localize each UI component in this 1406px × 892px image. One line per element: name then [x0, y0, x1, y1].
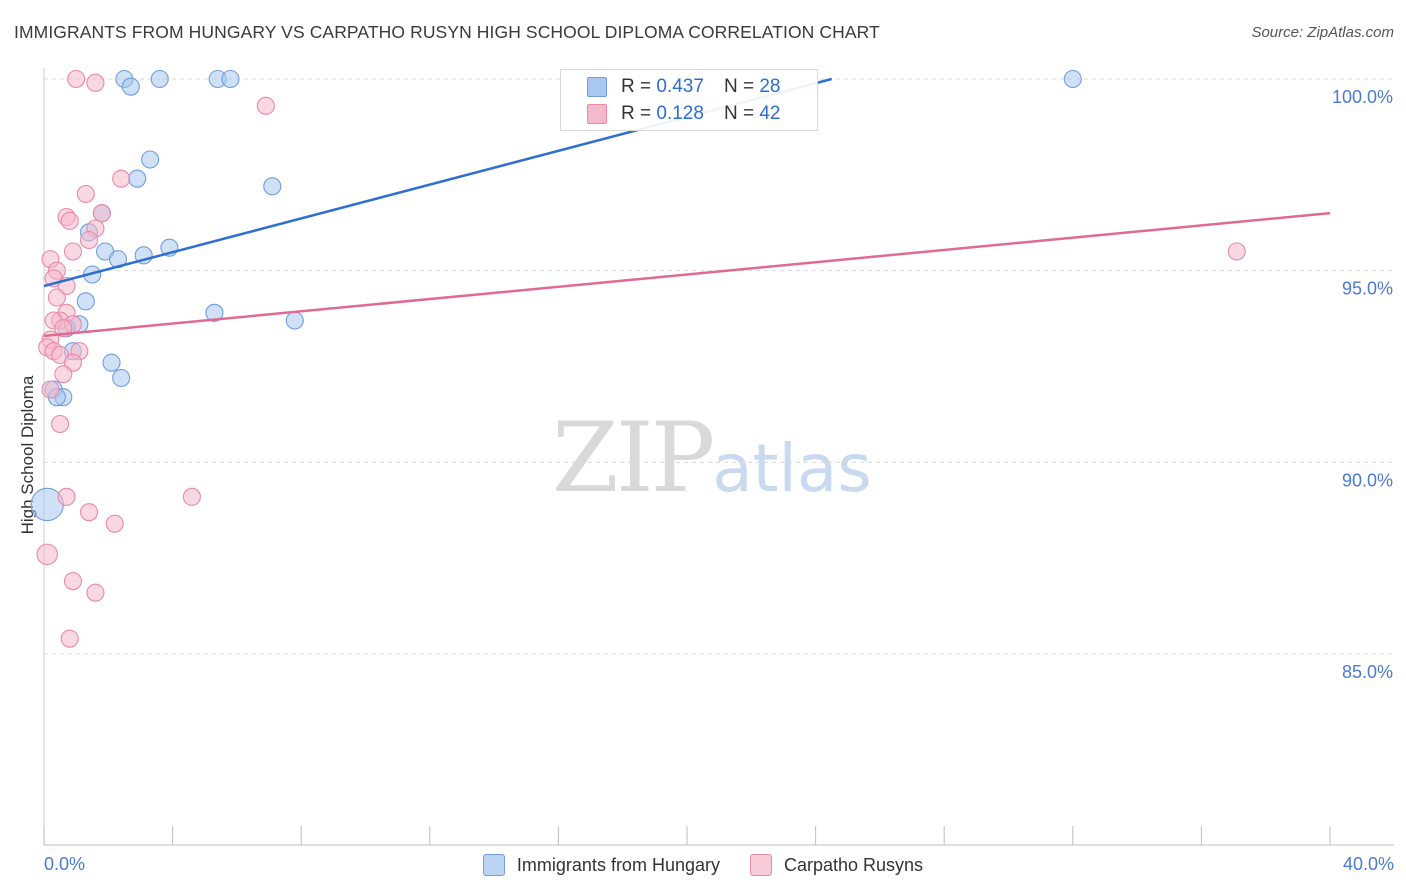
point-rusyn: [256, 96, 275, 115]
chart-title: IMMIGRANTS FROM HUNGARY VS CARPATHO RUSY…: [14, 22, 880, 42]
legend-swatch-blue: [587, 77, 607, 97]
series-legend-label-rusyn: Carpatho Rusyns: [783, 854, 924, 875]
point-hungary: [141, 150, 160, 169]
point-hungary: [150, 69, 169, 89]
legend-r-label: R =: [621, 76, 652, 97]
y-tick-label: 95.0%: [1342, 279, 1393, 299]
point-hungary: [121, 77, 140, 96]
point-rusyn: [1227, 242, 1246, 261]
legend-r-label: R =: [621, 103, 652, 124]
point-hungary: [1063, 69, 1082, 89]
x-tick-label: 0.0%: [44, 854, 85, 874]
correlation-legend: R = 0.437 N = 28 R = 0.128 N = 42: [560, 69, 818, 131]
trendline-rusyn: [43, 211, 1331, 338]
series-legend-label-hungary: Immigrants from Hungary: [516, 854, 720, 875]
point-hungary: [112, 368, 131, 388]
point-hungary: [263, 177, 282, 196]
point-rusyn: [51, 414, 70, 434]
point-rusyn: [112, 169, 131, 188]
point-rusyn: [60, 211, 79, 230]
point-hungary: [76, 292, 95, 311]
point-rusyn: [182, 487, 201, 506]
watermark-atlas: atlas: [712, 430, 872, 507]
point-rusyn: [57, 487, 76, 506]
y-tick-label: 85.0%: [1342, 662, 1393, 682]
point-hungary: [285, 311, 304, 330]
legend-row-hungary: R = 0.437 N = 28: [587, 75, 780, 99]
point-rusyn: [54, 365, 73, 384]
point-rusyn: [36, 543, 58, 566]
point-rusyn: [79, 230, 99, 250]
source-label: Source: ZipAtlas.com: [1251, 24, 1394, 41]
point-hungary: [128, 169, 147, 188]
point-hungary: [102, 353, 121, 372]
point-rusyn: [92, 204, 111, 223]
legend-n-label: N =: [723, 103, 755, 124]
point-rusyn: [60, 629, 79, 648]
point-hungary: [221, 69, 240, 89]
point-rusyn: [63, 242, 82, 261]
legend-n-label: N =: [723, 76, 755, 97]
point-rusyn: [86, 583, 105, 602]
point-hungary: [205, 303, 224, 322]
y-tick-label: 100.0%: [1332, 87, 1393, 107]
point-rusyn: [79, 503, 99, 522]
legend-row-rusyn: R = 0.128 N = 42: [587, 102, 780, 126]
legend-swatch-pink: [587, 104, 607, 124]
point-rusyn: [86, 73, 105, 92]
series-legend-rusyn[interactable]: Carpatho Rusyns: [749, 854, 924, 876]
series-legend-hungary[interactable]: Immigrants from Hungary: [482, 854, 720, 876]
x-tick-label: 40.0%: [1343, 854, 1394, 874]
series-legend: Immigrants from Hungary Carpatho Rusyns: [0, 852, 1406, 878]
legend-n-value-rusyn: 42: [759, 103, 781, 124]
point-rusyn: [76, 184, 95, 204]
legend-r-value-rusyn: 0.128: [656, 103, 704, 124]
point-rusyn: [63, 572, 82, 591]
legend-r-value-hungary: 0.437: [656, 76, 704, 97]
watermark-zip: ZIP: [552, 402, 715, 514]
watermark: ZIPatlas: [552, 402, 872, 514]
y-tick-label: 90.0%: [1342, 470, 1393, 490]
point-rusyn: [47, 288, 66, 307]
point-rusyn: [67, 69, 86, 89]
point-rusyn: [105, 514, 124, 533]
series-swatch-hungary: [482, 854, 505, 876]
series-swatch-rusyn: [749, 854, 772, 876]
legend-n-value-hungary: 28: [759, 76, 781, 97]
point-rusyn: [41, 380, 60, 399]
